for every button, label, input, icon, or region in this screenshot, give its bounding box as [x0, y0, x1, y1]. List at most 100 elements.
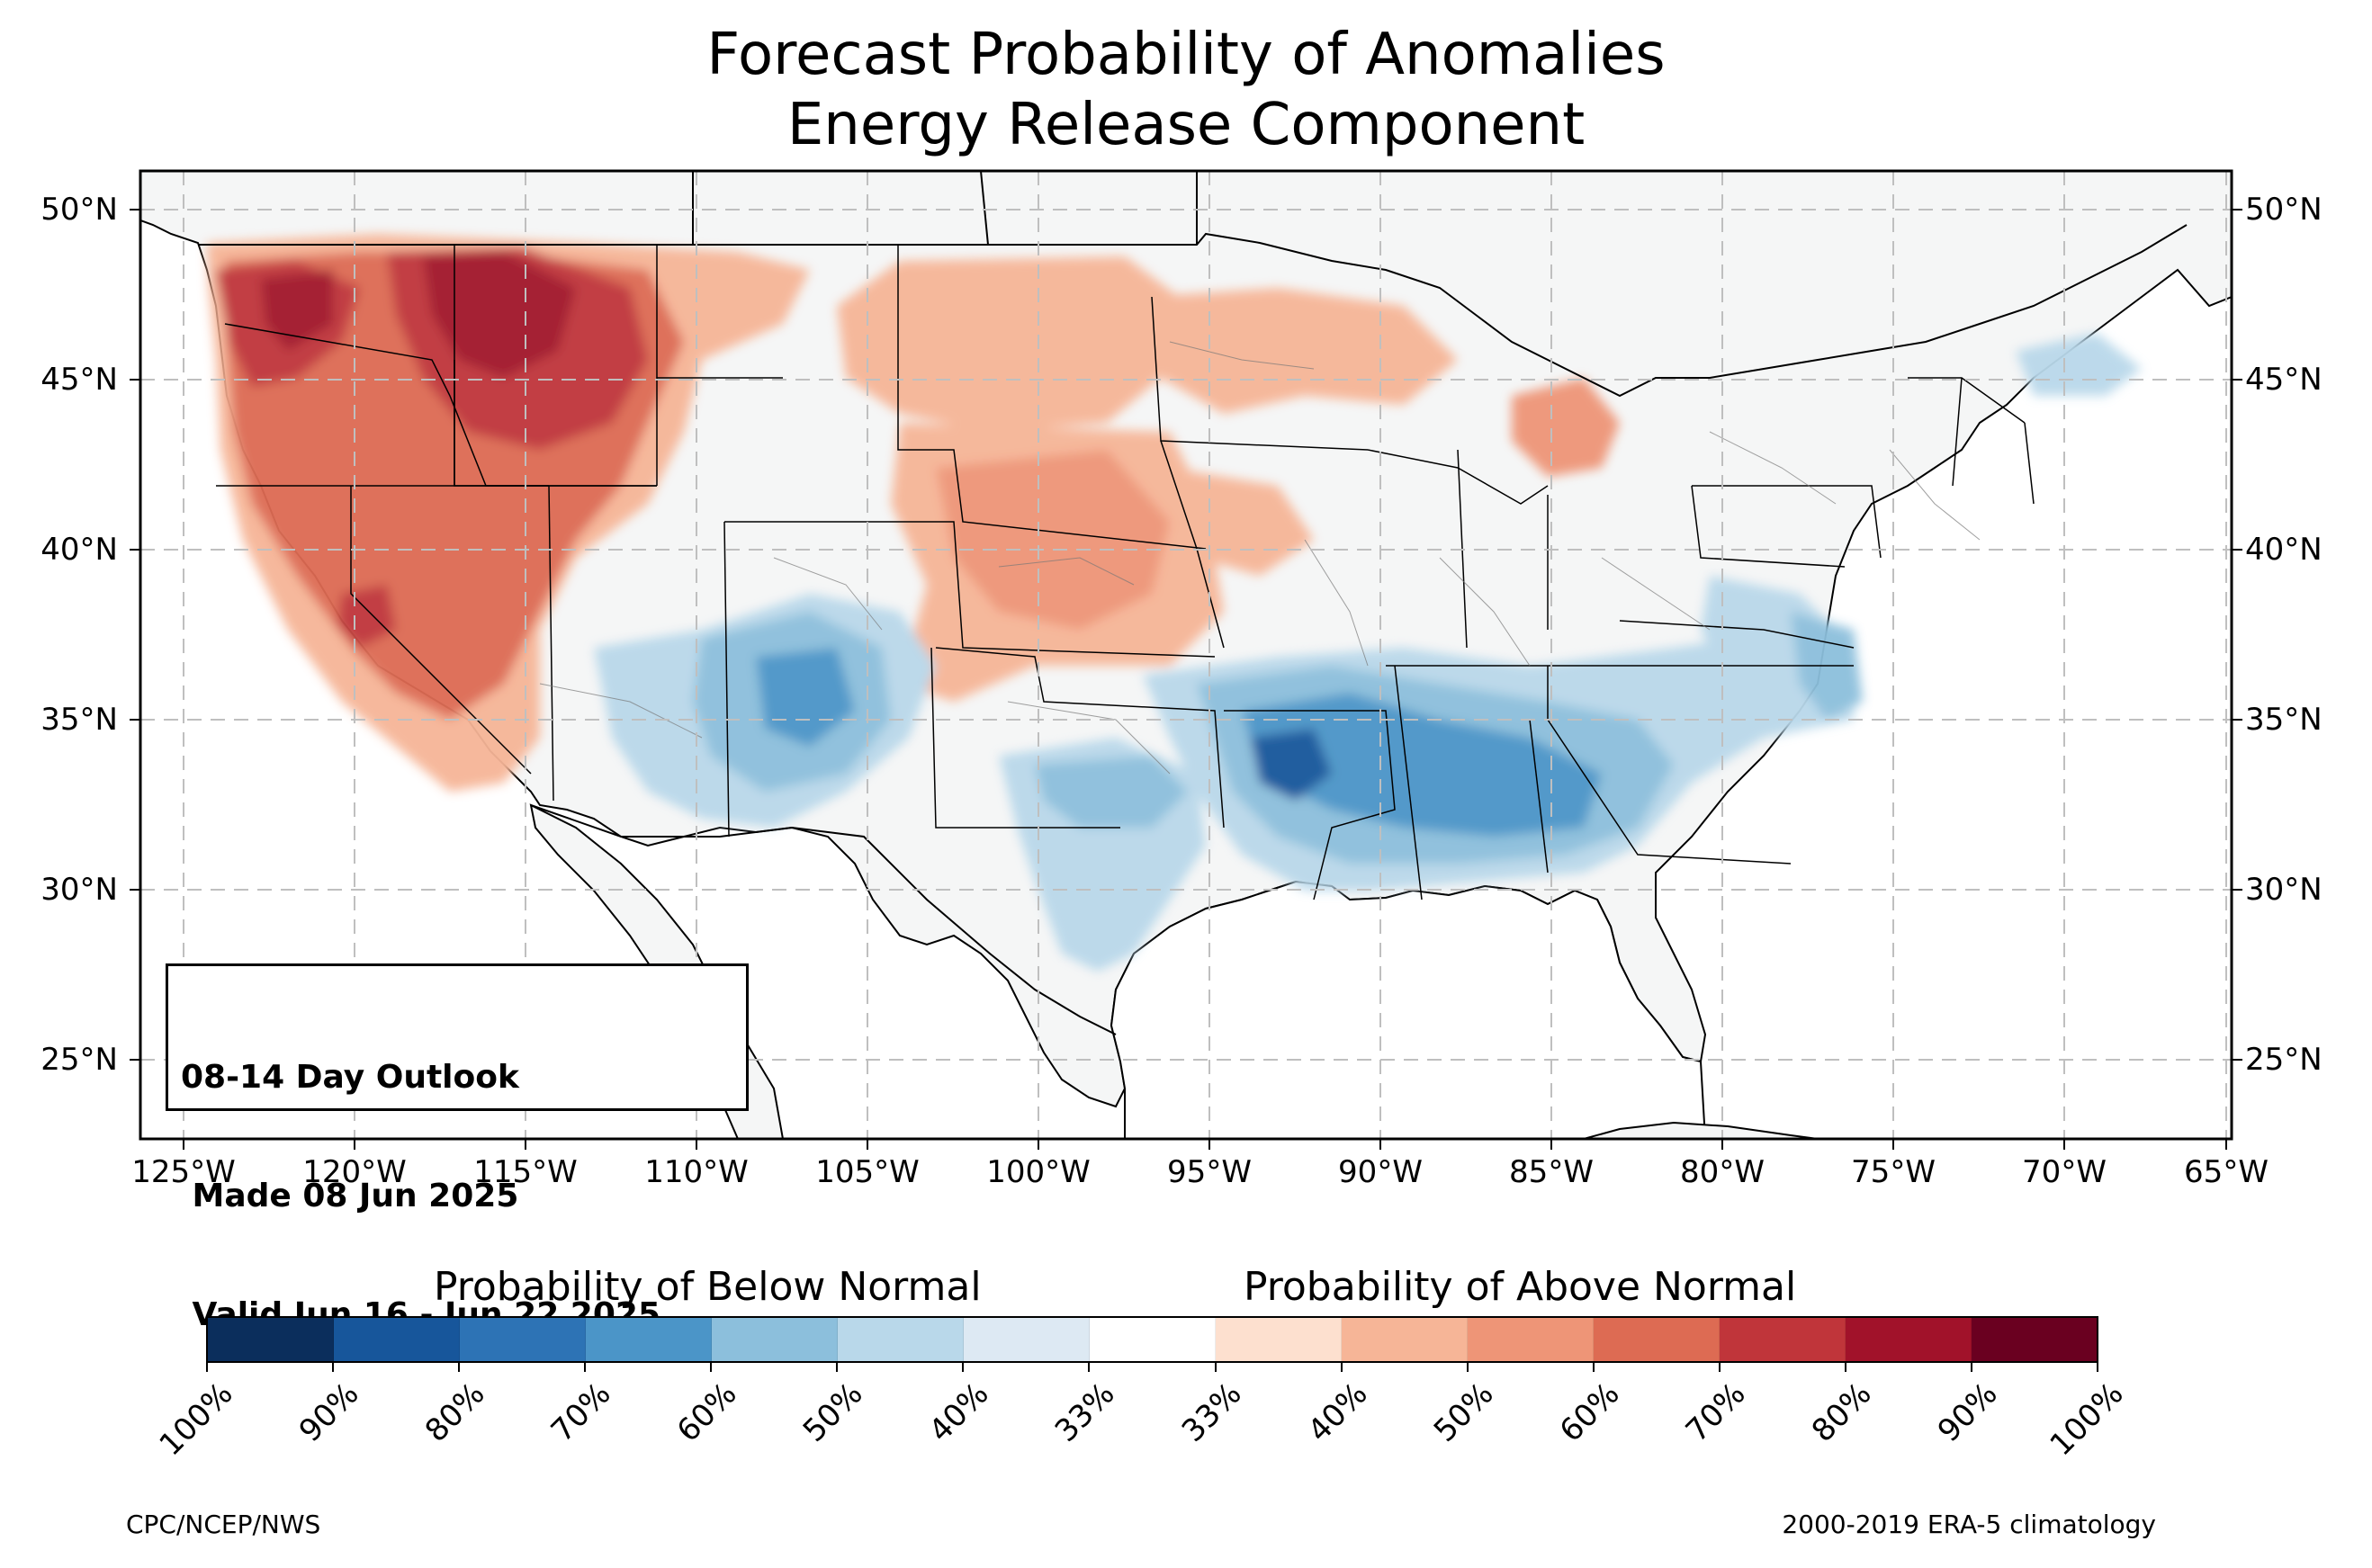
region-michigan-above [1512, 378, 1620, 477]
y-tick-label-left: 30°N [40, 872, 118, 908]
state-borders [216, 245, 2035, 900]
colorbar-tick-mark [1718, 1361, 1721, 1372]
colorbar-segment [586, 1318, 712, 1361]
x-tick-label: 120°W [302, 1154, 407, 1190]
outlook-made-date: Made 08 Jun 2025 [181, 1178, 519, 1214]
y-tick-label-right: 40°N [2245, 532, 2323, 568]
x-tick-label: 85°W [1509, 1154, 1594, 1190]
region-new-mexico-core-below [756, 648, 855, 747]
y-tick-label-right: 30°N [2245, 872, 2323, 908]
colorbar-tick-mark [962, 1361, 965, 1372]
colorbar-tick-label: 70% [1678, 1375, 1753, 1450]
y-tick-label-right: 35°N [2245, 702, 2323, 738]
colorbar-tick-mark [1466, 1361, 1469, 1372]
x-tick-label: 80°W [1680, 1154, 1765, 1190]
colorbar-segment [1216, 1318, 1342, 1361]
colorbar-tick-mark [1340, 1361, 1343, 1372]
map-title-line2: Energy Release Component [786, 92, 1586, 158]
x-tick-label: 105°W [815, 1154, 920, 1190]
y-axis-ticks [130, 209, 2242, 1061]
footer-source: CPC/NCEP/NWS [126, 1510, 321, 1539]
colorbar [206, 1316, 2098, 1363]
colorbar-segment [334, 1318, 460, 1361]
region-idaho-core-above [423, 252, 576, 378]
colorbar-segment [1846, 1318, 1972, 1361]
colorbar-above-label: Probability of Above Normal [1244, 1264, 1797, 1310]
outlook-info-box: 08-14 Day Outlook Made 08 Jun 2025 Valid… [166, 963, 749, 1333]
colorbar-tick-label: 100% [152, 1375, 240, 1464]
colorbar-tick-mark [1970, 1361, 1972, 1372]
x-tick-label: 70°W [2022, 1154, 2107, 1190]
x-tick-label: 125°W [131, 1154, 236, 1190]
colorbar-tick-label: 60% [1552, 1375, 1627, 1450]
x-tick-label: 95°W [1167, 1154, 1252, 1190]
colorbar-tick-mark [584, 1361, 587, 1372]
x-tick-label: 110°W [644, 1154, 749, 1190]
colorbar-tick-mark [1592, 1361, 1595, 1372]
colorbar-below-label: Probability of Below Normal [434, 1264, 982, 1310]
y-tick-label-right: 50°N [2245, 192, 2323, 228]
colorbar-tick-mark [836, 1361, 839, 1372]
colorbar-tick-label: 40% [922, 1375, 996, 1450]
colorbar-segment [712, 1318, 838, 1361]
colorbar-segment [460, 1318, 586, 1361]
map-title-line1: Forecast Probability of Anomalies [706, 22, 1666, 88]
colorbar-segment [1342, 1318, 1468, 1361]
colorbar-tick-label: 90% [292, 1375, 366, 1450]
y-tick-label-left: 40°N [40, 532, 118, 568]
colorbar-tick-label: 33% [1048, 1375, 1123, 1450]
colorbar-tick-label: 80% [418, 1375, 492, 1450]
y-tick-label-left: 35°N [40, 702, 118, 738]
country-borders [198, 171, 2188, 1035]
footer-climatology: 2000-2019 ERA-5 climatology [1782, 1510, 2156, 1539]
colorbar-tick-label: 100% [2043, 1375, 2131, 1464]
colorbar-tick-label: 80% [1804, 1375, 1879, 1450]
colorbar-segment [1468, 1318, 1594, 1361]
x-tick-label: 75°W [1851, 1154, 1936, 1190]
region-central-plains-core-above [936, 450, 1170, 630]
y-tick-label-left: 45°N [40, 362, 118, 398]
colorbar-tick-label: 70% [544, 1375, 618, 1450]
colorbar-tick-label: 33% [1174, 1375, 1249, 1450]
colorbar-segment [1972, 1318, 2097, 1361]
outlook-period: 08-14 Day Outlook [181, 1059, 519, 1096]
region-texas-core-below [1035, 756, 1188, 828]
region-deep-south-core-below [1242, 693, 1602, 837]
colorbar-tick-label: 50% [1426, 1375, 1501, 1450]
colorbar-tick-mark [332, 1361, 335, 1372]
colorbar-tick-mark [1214, 1361, 1217, 1372]
region-northern-plains-above [837, 256, 1179, 432]
y-tick-label-right: 45°N [2245, 362, 2323, 398]
x-tick-label: 90°W [1338, 1154, 1423, 1190]
colorbar-tick-label: 60% [670, 1375, 744, 1450]
colorbar-tick-mark [206, 1361, 208, 1372]
colorbar-tick-mark [2097, 1361, 2098, 1372]
cuba [1583, 1121, 1819, 1139]
region-nevada-hotspot-above [337, 585, 396, 648]
x-tick-label: 65°W [2184, 1154, 2269, 1190]
colorbar-tick-mark [1088, 1361, 1091, 1372]
x-tick-label: 115°W [473, 1154, 578, 1190]
colorbar-segment [1720, 1318, 1846, 1361]
y-tick-label-left: 50°N [40, 192, 118, 228]
y-tick-label-right: 25°N [2245, 1042, 2323, 1078]
colorbar-segment [208, 1318, 334, 1361]
colorbar-segment [1090, 1318, 1216, 1361]
x-axis-ticks [183, 1139, 2227, 1150]
colorbar-tick-label: 90% [1930, 1375, 2005, 1450]
colorbar-tick-label: 50% [796, 1375, 870, 1450]
colorbar-tick-label: 40% [1300, 1375, 1375, 1450]
colorbar-segment [964, 1318, 1090, 1361]
region-arkansas-core-below [1251, 729, 1332, 801]
colorbar-segment [838, 1318, 964, 1361]
region-upper-midwest-above [1143, 288, 1458, 414]
colorbar-tick-mark [710, 1361, 713, 1372]
map-frame [139, 169, 2233, 1141]
x-tick-label: 100°W [986, 1154, 1091, 1190]
colorbar-tick-mark [458, 1361, 461, 1372]
y-tick-label-left: 25°N [40, 1042, 118, 1078]
region-pnw-core-above [261, 270, 333, 351]
county-lines [539, 341, 1981, 775]
colorbar-segment [1594, 1318, 1720, 1361]
colorbar-tick-mark [1844, 1361, 1846, 1372]
